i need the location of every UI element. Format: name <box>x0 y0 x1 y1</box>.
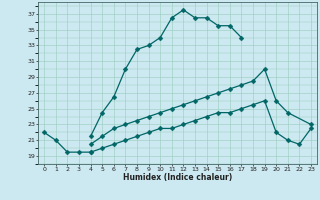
X-axis label: Humidex (Indice chaleur): Humidex (Indice chaleur) <box>123 173 232 182</box>
